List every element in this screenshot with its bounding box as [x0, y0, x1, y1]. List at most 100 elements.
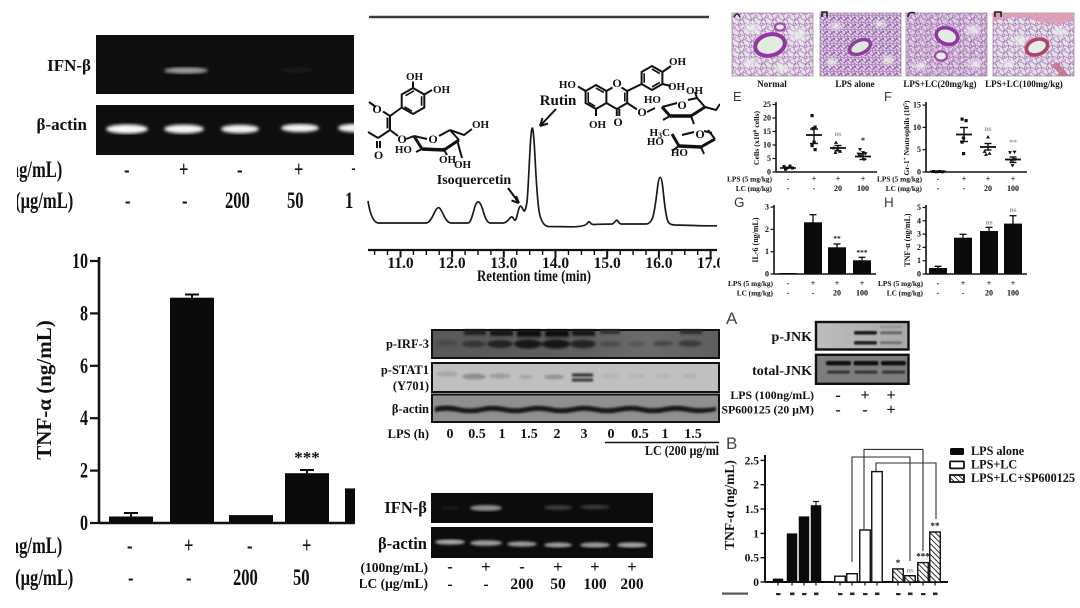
svg-text:-: - [483, 576, 488, 593]
svg-text:15: 15 [913, 101, 921, 110]
svg-text:Rutin: Rutin [540, 93, 577, 109]
svg-text:25: 25 [763, 100, 771, 109]
svg-text:15: 15 [763, 127, 771, 136]
svg-text:+: + [627, 557, 636, 576]
svg-text:LPS+LC(20mg/kg): LPS+LC(20mg/kg) [903, 79, 976, 89]
svg-text:3: 3 [581, 427, 588, 442]
svg-text:-: - [813, 184, 816, 193]
svg-text:20: 20 [833, 289, 841, 298]
svg-text:**: ** [931, 521, 941, 531]
svg-text:12.0: 12.0 [439, 255, 466, 272]
svg-text:0: 0 [753, 577, 759, 589]
svg-text:0: 0 [765, 270, 769, 279]
svg-text:16.0: 16.0 [645, 255, 672, 272]
svg-text:5: 5 [917, 145, 921, 154]
svg-text:8: 8 [80, 302, 88, 326]
svg-text:1: 1 [499, 427, 506, 442]
svg-text:-: - [835, 387, 840, 404]
svg-text:HO: HO [644, 94, 662, 106]
svg-text:20: 20 [834, 184, 842, 193]
svg-text:total-JNK: total-JNK [752, 364, 812, 379]
svg-text:LPS (5 mg/kg): LPS (5 mg/kg) [878, 279, 924, 288]
svg-text:0: 0 [447, 427, 454, 442]
svg-text:Gr-1+ Neutrophils (105): Gr-1+ Neutrophils (105) [902, 100, 911, 176]
svg-text:5: 5 [917, 203, 921, 212]
svg-text:p-STAT1: p-STAT1 [381, 363, 429, 377]
svg-text:O: O [613, 115, 622, 129]
svg-text:ns: ns [906, 566, 913, 575]
svg-text:100: 100 [1007, 289, 1019, 298]
svg-text:10: 10 [763, 141, 771, 150]
svg-text:+: + [811, 279, 816, 288]
svg-text:LPS (5 mg/kg): LPS (5 mg/kg) [727, 175, 773, 184]
svg-text:ns: ns [984, 124, 991, 133]
svg-text:+: + [836, 175, 841, 184]
svg-text:+: + [590, 557, 599, 576]
svg-text:1: 1 [662, 427, 669, 442]
svg-text:LC (mg/kg): LC (mg/kg) [887, 289, 924, 298]
svg-text:ns: ns [1009, 205, 1016, 214]
svg-text:β-actin: β-actin [392, 402, 429, 416]
svg-text:200: 200 [620, 576, 644, 593]
svg-text:-: - [862, 402, 867, 419]
svg-text:p-IRF-3: p-IRF-3 [386, 337, 429, 351]
svg-text:13.0: 13.0 [490, 255, 517, 272]
svg-text:50: 50 [550, 576, 566, 593]
svg-text:-: - [787, 184, 790, 193]
svg-text:0: 0 [767, 168, 771, 177]
svg-text:***: *** [294, 448, 320, 467]
svg-text:**: ** [1009, 138, 1017, 147]
svg-text:IL-6 (ng/mL): IL-6 (ng/mL) [751, 217, 760, 262]
svg-text:+: + [1011, 175, 1016, 184]
svg-text:1.5: 1.5 [684, 427, 702, 442]
svg-text:LC (mg/kg): LC (mg/kg) [737, 289, 774, 298]
svg-text:+: + [886, 387, 895, 404]
svg-text:100: 100 [1007, 184, 1019, 193]
svg-text:+: + [860, 387, 869, 404]
svg-text:ns: ns [985, 218, 992, 227]
svg-text:SP600125 (20 μM): SP600125 (20 μM) [721, 403, 814, 417]
svg-text:p-JNK: p-JNK [772, 330, 813, 345]
svg-text:ns: ns [834, 129, 841, 138]
svg-text:G: G [734, 196, 745, 210]
svg-text:O: O [612, 76, 621, 90]
svg-text:+: + [986, 175, 991, 184]
svg-text:0.5: 0.5 [631, 427, 649, 442]
svg-text:LC (200 μg/ml: LC (200 μg/ml [645, 443, 719, 458]
svg-text:OH: OH [472, 119, 490, 131]
svg-text:LPS+LC+SP600125: LPS+LC+SP600125 [971, 471, 1075, 485]
svg-text:0: 0 [917, 168, 921, 177]
svg-text:LPS (h): LPS (h) [388, 427, 429, 441]
svg-text:+: + [835, 279, 840, 288]
svg-text:-: - [963, 184, 966, 193]
svg-text:4: 4 [80, 407, 88, 431]
svg-text:-: - [812, 289, 815, 298]
svg-text:2: 2 [80, 459, 88, 483]
svg-text:1.5: 1.5 [520, 427, 538, 442]
svg-text:-: - [787, 279, 790, 288]
svg-text:-: - [787, 175, 790, 184]
svg-text:-: - [519, 557, 525, 576]
svg-text:OH: OH [669, 56, 687, 68]
svg-text:-: - [937, 289, 940, 298]
svg-text:100: 100 [857, 184, 869, 193]
svg-text:4: 4 [917, 216, 921, 225]
svg-text:0: 0 [80, 512, 88, 536]
svg-text:14.0: 14.0 [542, 255, 569, 272]
svg-text:+: + [812, 175, 817, 184]
svg-text:OH: OH [668, 81, 686, 93]
svg-text:2: 2 [753, 480, 759, 492]
svg-text:15.0: 15.0 [594, 255, 621, 272]
svg-text:0.5: 0.5 [745, 553, 760, 565]
svg-text:Isoquercetin: Isoquercetin [437, 173, 512, 188]
svg-text:A: A [726, 309, 738, 328]
svg-text:β-actin: β-actin [378, 534, 427, 553]
svg-text:TNF-α (ng/mL): TNF-α (ng/mL) [32, 320, 56, 459]
svg-text:+: + [860, 279, 865, 288]
svg-text:-: - [835, 402, 840, 419]
svg-text:20: 20 [984, 184, 992, 193]
svg-text:LPS (5 mg/kg): LPS (5 mg/kg) [728, 279, 774, 288]
svg-text:O: O [374, 148, 383, 162]
svg-text:HO: HO [559, 79, 577, 91]
svg-text:-: - [937, 175, 940, 184]
